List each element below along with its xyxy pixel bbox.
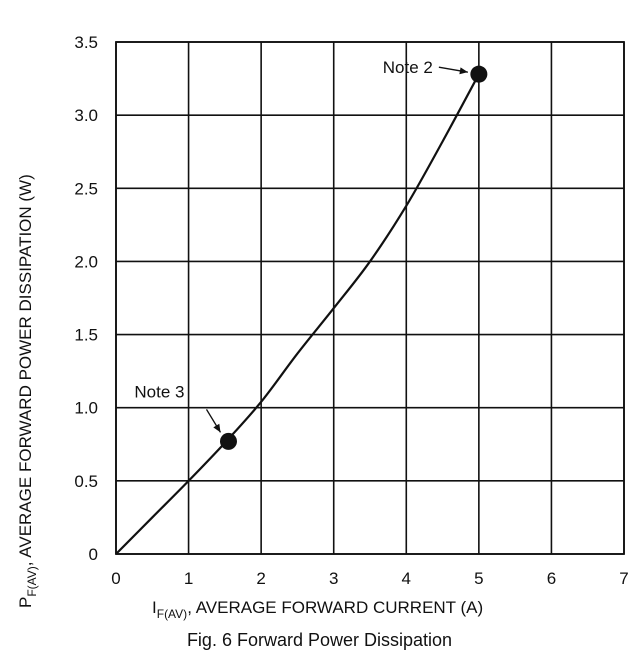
x-tick-label: 0 [111, 569, 120, 588]
annotation-label: Note 3 [134, 382, 184, 401]
x-tick-label: 7 [619, 569, 628, 588]
x-tick-label: 2 [256, 569, 265, 588]
data-point-marker [470, 65, 488, 83]
x-tick-label: 6 [547, 569, 556, 588]
y-axis-label-rest: , AVERAGE FORWARD POWER DISSIPATION (W) [16, 174, 35, 566]
markers: Note 3 Note 2 [134, 58, 488, 450]
x-axis-label: IF(AV), AVERAGE FORWARD CURRENT (A) [152, 598, 483, 621]
arrow-head [213, 423, 221, 433]
x-tick-label: 3 [329, 569, 338, 588]
x-axis-label-rest: , AVERAGE FORWARD CURRENT (A) [187, 598, 483, 617]
y-tick-label: 0.5 [74, 472, 98, 491]
y-tick-label: 1.0 [74, 399, 98, 418]
arrow-head [459, 67, 468, 75]
y-axis-label-sub: F(AV) [25, 566, 39, 596]
x-axis-label-sub: F(AV) [157, 607, 187, 621]
y-tick-label: 3.0 [74, 106, 98, 125]
y-axis-label: PF(AV), AVERAGE FORWARD POWER DISSIPATIO… [16, 174, 39, 608]
data-point-marker [219, 432, 237, 450]
figure-caption: Fig. 6 Forward Power Dissipation [186, 630, 453, 650]
y-tick-label: 2.0 [74, 252, 98, 271]
plot-frame [115, 41, 625, 555]
series-line [115, 73, 480, 555]
x-tick-label: 1 [184, 569, 193, 588]
y-tick-label: 3.5 [74, 33, 98, 52]
y-tick-label: 2.5 [74, 179, 98, 198]
y-axis-label-main: P [16, 597, 35, 608]
y-tick-label: 0 [89, 545, 98, 564]
x-tick-label: 5 [474, 569, 483, 588]
tick-labels: 0 1 2 3 4 5 6 7 0 0.5 1.0 1.5 2.0 2.5 3.0 3.5 [74, 33, 628, 588]
y-tick-label: 1.5 [74, 326, 98, 345]
annotation-label: Note 2 [383, 58, 433, 77]
x-tick-label: 4 [402, 569, 411, 588]
x-axis-label-main: I [152, 598, 157, 617]
